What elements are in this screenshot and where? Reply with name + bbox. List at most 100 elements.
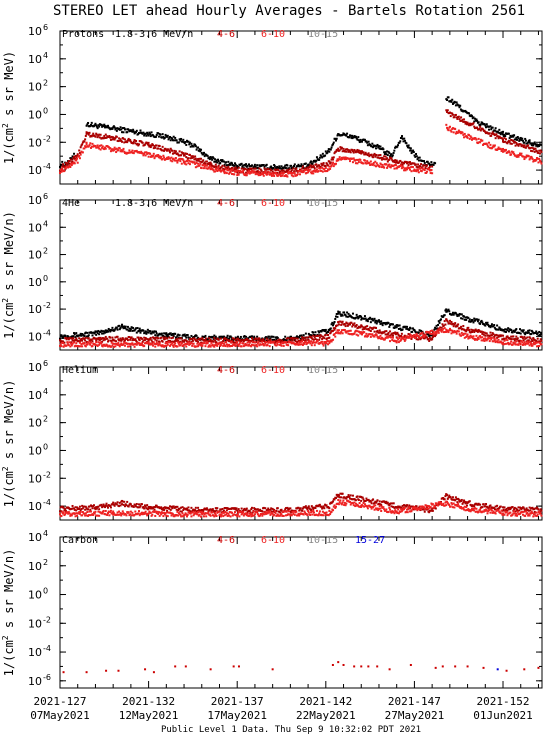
- data-point: [119, 337, 122, 340]
- data-point: [78, 340, 81, 343]
- data-point: [109, 136, 112, 139]
- data-point: [351, 150, 354, 153]
- data-point: [355, 333, 358, 336]
- data-point: [399, 327, 402, 330]
- data-point: [135, 139, 138, 142]
- data-point: [99, 341, 102, 344]
- data-point: [354, 499, 357, 502]
- data-point: [452, 325, 455, 328]
- data-point: [327, 330, 330, 333]
- data-point: [290, 511, 293, 514]
- data-point: [447, 96, 450, 99]
- data-point: [198, 148, 201, 151]
- data-point: [103, 148, 106, 151]
- data-point: [293, 338, 296, 341]
- data-point: [301, 507, 304, 510]
- data-point: [170, 505, 173, 508]
- data-point: [75, 159, 78, 162]
- data-point: [290, 164, 293, 167]
- data-point: [406, 144, 409, 147]
- data-point: [160, 336, 163, 339]
- data-point: [509, 508, 512, 511]
- data-point: [526, 340, 529, 343]
- data-point: [70, 342, 73, 345]
- data-point: [362, 151, 365, 154]
- data-point: [435, 324, 438, 327]
- data-point: [337, 329, 340, 332]
- data-point: [222, 160, 225, 163]
- y-tick-exponent: -2: [43, 134, 51, 143]
- data-point: [454, 496, 457, 499]
- data-point: [67, 506, 70, 509]
- data-point: [83, 512, 86, 515]
- data-point: [126, 325, 129, 328]
- data-point: [391, 338, 394, 341]
- data-point: [332, 165, 335, 168]
- data-point: [472, 329, 475, 332]
- data-point: [246, 164, 249, 167]
- data-point: [173, 341, 176, 344]
- data-point: [519, 136, 522, 139]
- data-point: [372, 326, 375, 329]
- data-point: [262, 174, 265, 177]
- data-point: [298, 509, 301, 512]
- data-point: [315, 169, 318, 172]
- data-point: [469, 135, 472, 138]
- data-point: [369, 330, 372, 333]
- data-point: [244, 167, 247, 170]
- data-point: [294, 340, 297, 343]
- data-point: [409, 166, 412, 169]
- data-point: [98, 338, 101, 341]
- y-tick-label: 10: [28, 444, 42, 457]
- data-point: [253, 344, 256, 347]
- data-point: [451, 498, 454, 501]
- data-point: [203, 336, 206, 339]
- data-point: [356, 162, 359, 165]
- data-point: [434, 332, 437, 335]
- data-point: [389, 166, 392, 169]
- data-point: [255, 340, 258, 343]
- data-point: [170, 343, 173, 346]
- data-point: [395, 159, 398, 162]
- data-point: [200, 167, 203, 170]
- data-point: [177, 141, 180, 144]
- data-point: [348, 149, 351, 152]
- data-point: [228, 172, 231, 175]
- data-point: [306, 336, 309, 339]
- data-point: [401, 165, 404, 168]
- data-point: [73, 508, 76, 511]
- data-point: [219, 170, 222, 173]
- data-point: [394, 164, 397, 167]
- data-point: [177, 333, 180, 336]
- data-point: [511, 506, 514, 509]
- data-point: [94, 507, 97, 510]
- data-point: [101, 145, 104, 148]
- data-point: [341, 134, 344, 137]
- data-point: [329, 162, 332, 165]
- data-point: [390, 336, 393, 339]
- data-point: [417, 338, 420, 341]
- data-point: [158, 155, 161, 158]
- data-point: [490, 323, 493, 326]
- data-point: [123, 505, 126, 508]
- data-point: [378, 329, 381, 332]
- data-point: [242, 340, 245, 343]
- data-point: [213, 160, 216, 163]
- data-point: [512, 135, 515, 138]
- data-point: [328, 160, 331, 163]
- data-point: [233, 168, 236, 171]
- data-point: [389, 340, 392, 343]
- data-point: [483, 123, 486, 126]
- data-point: [459, 130, 462, 133]
- data-point: [125, 504, 128, 507]
- data-point: [454, 104, 457, 107]
- data-point: [177, 153, 180, 156]
- data-point: [196, 338, 199, 341]
- data-point: [391, 155, 394, 158]
- data-point: [191, 510, 194, 513]
- data-point: [334, 139, 337, 142]
- data-point: [135, 343, 138, 346]
- data-point: [84, 134, 87, 137]
- data-point: [164, 342, 167, 345]
- data-point: [199, 160, 202, 163]
